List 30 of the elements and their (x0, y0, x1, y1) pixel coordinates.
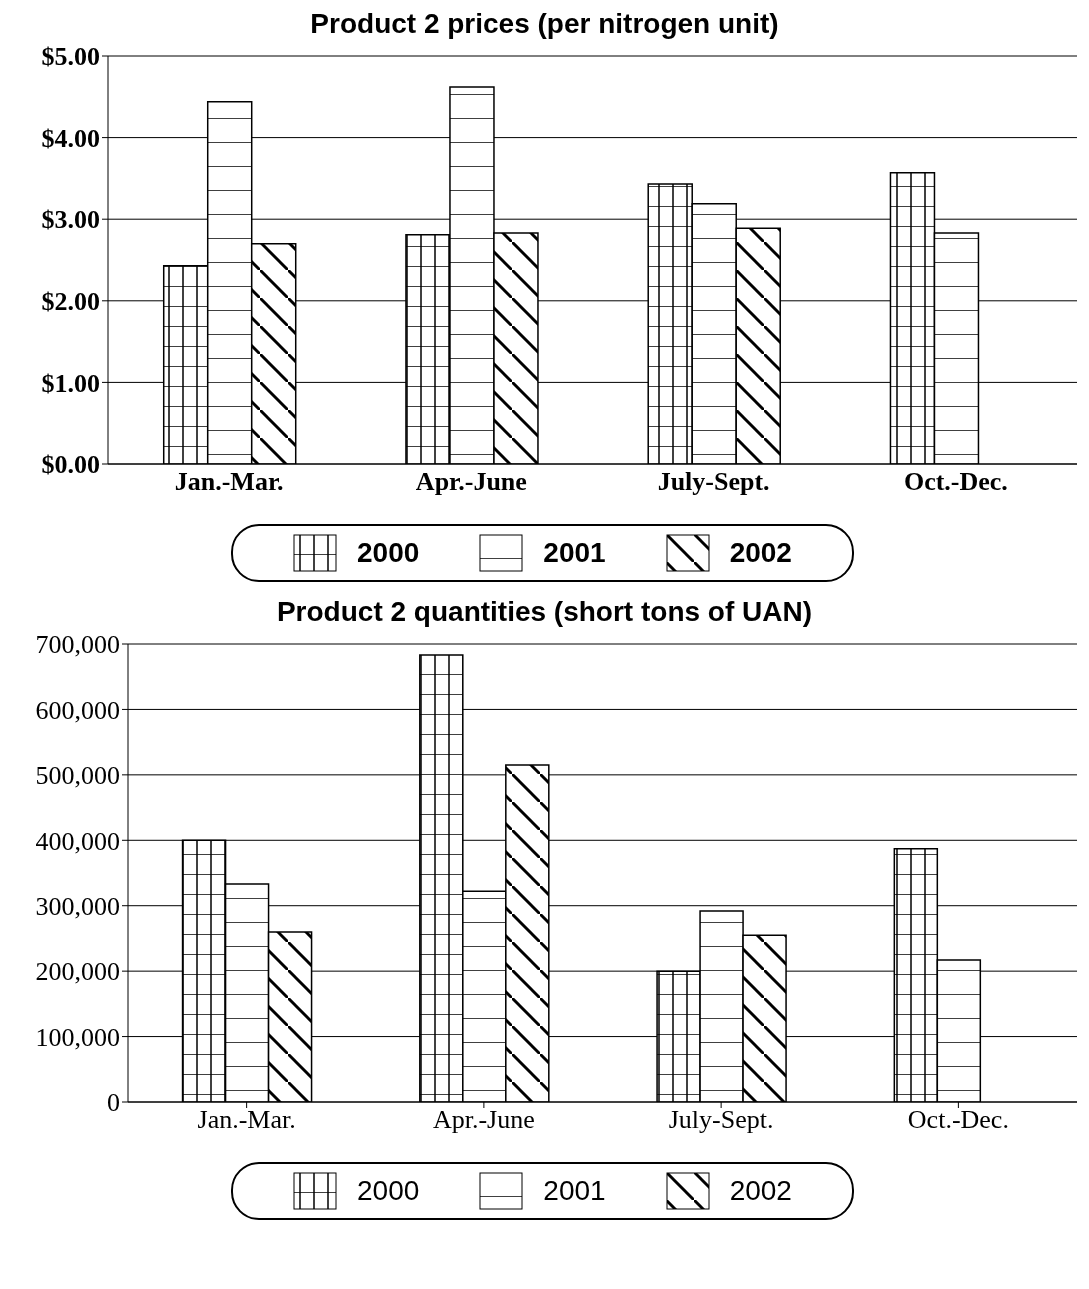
y-tick-label: $3.00 (41, 205, 100, 235)
x-tick-label: Jan.-Mar. (174, 467, 284, 497)
y-tick-label: 700,000 (35, 630, 120, 660)
x-tick-label: July-Sept. (668, 1105, 774, 1135)
x-tick-label: Apr.-June (432, 1105, 535, 1135)
y-tick-label: 200,000 (35, 957, 120, 987)
chart-title: Product 2 prices (per nitrogen unit) (309, 8, 780, 40)
x-tick-label: Apr.-June (415, 467, 527, 497)
x-tick-label: Oct.-Dec. (903, 467, 1008, 497)
legend-label: 2002 (729, 537, 792, 569)
legend-label: 2002 (729, 1175, 792, 1207)
y-tick-label: $1.00 (41, 368, 100, 398)
y-tick-label: 500,000 (35, 761, 120, 791)
y-tick-label: $0.00 (41, 450, 100, 480)
legend-label: 2001 (543, 1175, 606, 1207)
y-tick-label: 100,000 (35, 1022, 120, 1052)
y-tick-label: 600,000 (35, 695, 120, 725)
legend-label: 2000 (357, 537, 420, 569)
y-tick-label: $5.00 (41, 42, 100, 72)
legend-label: 2000 (357, 1175, 420, 1207)
y-tick-label: $4.00 (41, 123, 100, 153)
chart-title: Product 2 quantities (short tons of UAN) (275, 596, 814, 628)
y-tick-label: 400,000 (35, 826, 120, 856)
x-tick-label: July-Sept. (657, 467, 770, 497)
y-tick-label: 0 (107, 1088, 120, 1118)
x-tick-label: Jan.-Mar. (197, 1105, 296, 1135)
y-tick-label: 300,000 (35, 891, 120, 921)
y-tick-label: $2.00 (41, 287, 100, 317)
x-tick-label: Oct.-Dec. (907, 1105, 1009, 1135)
legend-label: 2001 (543, 537, 606, 569)
